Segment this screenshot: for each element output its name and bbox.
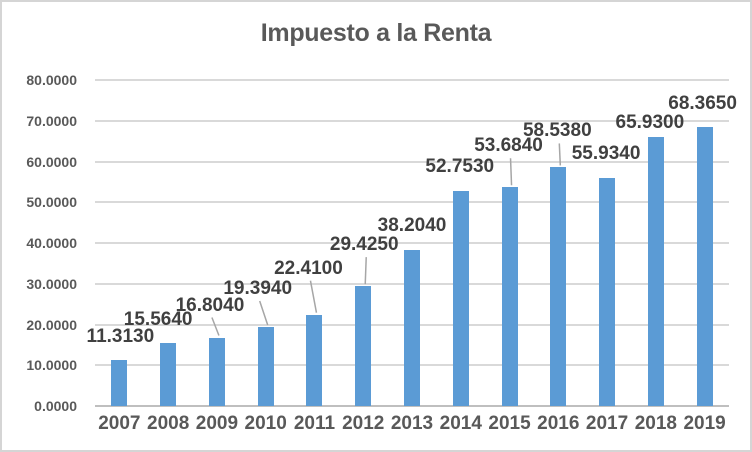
x-axis-tick-label: 2015 [488, 413, 531, 434]
y-axis-tick-label: 50.0000 [26, 194, 77, 211]
data-label-2015: 53.6840 [474, 135, 543, 157]
bar-2018 [647, 137, 664, 406]
bar-2010 [257, 326, 274, 406]
leader-line-2009 [211, 317, 220, 336]
x-axis-tick-label: 2019 [683, 413, 726, 434]
y-gridline [95, 160, 729, 163]
y-gridline [95, 201, 729, 204]
y-axis-tick-label: 70.0000 [26, 112, 77, 129]
data-label-2017: 55.9340 [571, 143, 641, 165]
x-axis-tick-label: 2007 [98, 413, 141, 434]
data-label-2013: 38.2040 [377, 215, 447, 237]
x-axis-tick-label: 2013 [390, 413, 434, 434]
y-axis-tick-label: 20.0000 [26, 316, 77, 333]
data-label-2010: 19.3940 [223, 277, 293, 299]
leader-lines-overlay [211, 143, 562, 336]
y-axis-tick-label: 60.0000 [26, 153, 77, 170]
bar-2009 [208, 337, 225, 406]
data-label-2007: 11.3130 [86, 325, 155, 347]
data-label-2011: 22.4100 [274, 257, 343, 279]
bar-2013 [404, 250, 420, 406]
x-axis-tick-label: 2009 [195, 413, 239, 434]
y-axis-tick-label: 30.0000 [26, 275, 77, 292]
bar-2011 [306, 314, 323, 406]
data-label-2012: 29.4250 [329, 234, 399, 256]
chart-title: Impuesto a la Renta [260, 19, 492, 47]
x-axis-tick-label: 2010 [244, 413, 287, 434]
y-axis-tick-label: 10.0000 [26, 357, 77, 374]
x-axis-line [95, 405, 729, 407]
y-gridline [95, 79, 729, 81]
bar-2014 [452, 191, 469, 406]
x-axis-tick-label: 2012 [342, 413, 385, 434]
y-axis-tick-label: 0.0000 [34, 398, 77, 414]
data-label-2009: 16.8040 [175, 294, 245, 316]
data-label-2018: 65.9300 [615, 112, 685, 134]
data-label-2019: 68.3650 [668, 93, 737, 115]
x-axis-tick-label: 2018 [634, 413, 677, 434]
bar-2016 [550, 167, 567, 406]
y-axis-tick-label: 80.0000 [26, 72, 77, 88]
x-axis-tick-label: 2017 [585, 413, 629, 434]
bar-2007 [111, 359, 128, 406]
data-label-2016: 58.5380 [522, 120, 592, 142]
leader-line-2012 [364, 257, 367, 285]
x-axis-tick-label: 2016 [537, 413, 580, 434]
bar-2017 [599, 178, 616, 406]
bar-2019 [696, 127, 713, 406]
bar-2008 [160, 342, 177, 406]
y-gridline [95, 119, 729, 122]
plot-area: 11.3130 15.5640 16.8040 19.3940 22.4100 29.42… [87, 79, 737, 407]
y-axis-tick-label: 40.0000 [26, 235, 77, 251]
data-label-2008: 15.5640 [123, 308, 193, 330]
y-gridline [95, 242, 729, 244]
x-axis-tick-label: 2008 [147, 413, 190, 434]
leader-line-2015 [509, 158, 513, 186]
leader-line-2011 [309, 280, 318, 313]
bar-2015 [501, 187, 518, 406]
leader-line-2010 [258, 300, 269, 326]
bar-2012 [355, 286, 372, 406]
data-label-2014: 52.7530 [425, 156, 495, 178]
x-axis-tick-label: 2011 [293, 413, 336, 434]
x-axis-tick-label: 2014 [439, 413, 482, 434]
leader-line-2016 [558, 143, 562, 166]
